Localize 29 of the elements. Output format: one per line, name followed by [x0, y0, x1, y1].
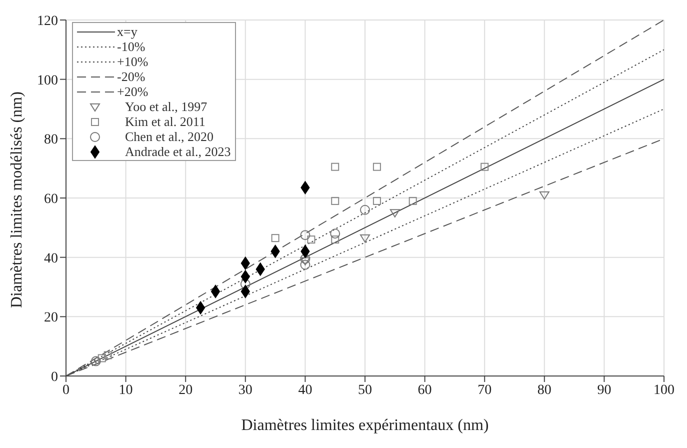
legend-label: +20%	[117, 84, 148, 99]
x-tick-label: 70	[478, 382, 492, 398]
legend-label: -10%	[117, 39, 146, 54]
y-tick-label: 80	[44, 132, 58, 148]
x-tick-label: 20	[178, 382, 193, 398]
x-tick-label: 50	[358, 382, 372, 398]
x-tick-label: 100	[654, 382, 674, 398]
legend-label: -20%	[117, 69, 146, 84]
legend-label: x=y	[117, 24, 138, 39]
x-axis-title: Diamètres limites expérimentaux (nm)	[241, 417, 489, 434]
y-axis-title: Diamètres limites modélisés (nm)	[8, 92, 26, 308]
legend-label: Andrade et al., 2023	[125, 144, 231, 159]
x-tick-label: 80	[537, 382, 552, 398]
x-tick-label: 0	[62, 382, 70, 398]
y-tick-label: 20	[44, 310, 58, 326]
legend-label: Chen et al., 2020	[125, 129, 214, 144]
x-tick-label: 40	[298, 382, 312, 398]
x-tick-label: 30	[238, 382, 252, 398]
legend-label: Kim et al. 2011	[125, 114, 206, 129]
y-tick-label: 40	[44, 251, 58, 266]
x-tick-label: 60	[418, 382, 432, 398]
y-tick-label: 120	[37, 14, 58, 29]
y-tick-label: 60	[44, 192, 58, 207]
legend-label: Yoo et al., 1997	[125, 99, 208, 114]
legend-label: +10%	[117, 54, 148, 69]
x-tick-label: 10	[118, 382, 133, 398]
y-tick-label: 100	[37, 73, 58, 88]
y-tick-label: 0	[51, 370, 58, 385]
x-tick-label: 90	[597, 382, 612, 398]
